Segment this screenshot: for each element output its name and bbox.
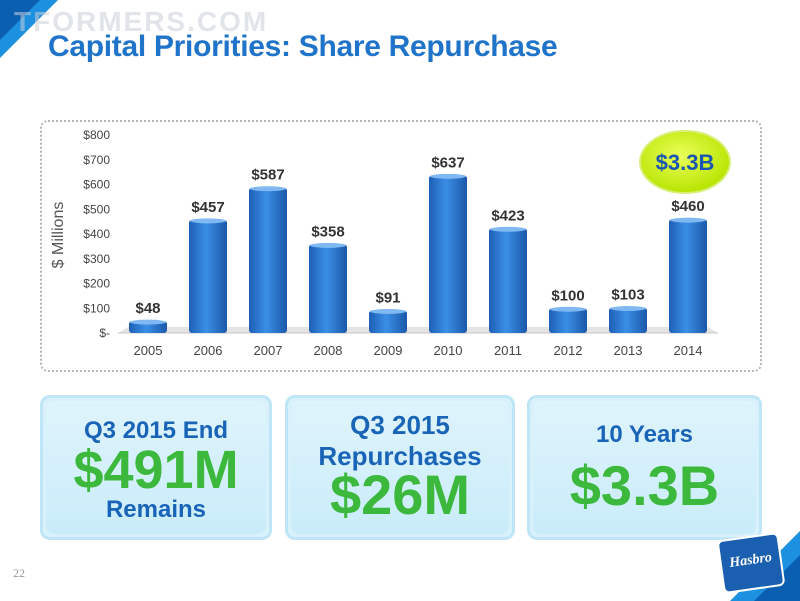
bar-group — [609, 306, 647, 333]
bar-top — [490, 226, 526, 232]
bar-value-label: $637 — [431, 154, 464, 171]
card-ten-years-value: $3.3B — [569, 454, 720, 517]
total-badge: $3.3B — [639, 130, 731, 194]
bar-value-label: $91 — [375, 289, 400, 306]
bar-top — [610, 306, 646, 312]
hasbro-logo-text: Hasbro — [728, 550, 773, 571]
bar-top — [190, 218, 226, 224]
y-tick-label: $100 — [83, 301, 110, 315]
y-tick-label: $800 — [83, 128, 110, 142]
x-tick-label: 2006 — [194, 343, 223, 358]
card-remaining-caption: Remains — [105, 496, 207, 523]
bar-top — [370, 308, 406, 314]
bar — [609, 307, 647, 333]
bar-chart: $- $100 $200 $300 $400 $500 $600 $700 $800 $ Mill… — [50, 128, 731, 358]
bar-top — [130, 319, 166, 325]
y-tick-label: $700 — [83, 153, 110, 167]
card-ten-years-heading: 10 Years — [596, 421, 693, 448]
bar — [249, 187, 287, 333]
card-q3-heading: Q3 2015 — [350, 410, 450, 440]
bar-value-label: $358 — [311, 223, 344, 240]
bar-value-label: $103 — [611, 287, 644, 304]
watermark: TFORMERS.COM — [14, 6, 269, 37]
card-ten-years: 10 Years $3.3B — [527, 395, 762, 540]
corner-decoration-top-inner — [0, 0, 40, 40]
y-tick-label: $500 — [83, 202, 110, 216]
x-tick-label: 2013 — [614, 343, 643, 358]
bar-group — [429, 173, 467, 333]
bar-group — [489, 226, 527, 333]
card-remaining-value: $491M — [73, 440, 239, 500]
y-tick-label: $300 — [83, 252, 110, 266]
y-tick-label: $- — [99, 326, 110, 340]
bar-group — [189, 218, 227, 333]
bar-group — [129, 319, 167, 333]
bar-top — [670, 217, 706, 223]
bar-top — [310, 242, 346, 248]
y-tick-label: $600 — [83, 178, 110, 192]
chart-frame — [40, 120, 762, 372]
bar-group — [309, 242, 347, 333]
bar — [309, 244, 347, 333]
x-tick-label: 2012 — [554, 343, 583, 358]
card-q3-caption: Repurchases — [318, 441, 482, 471]
bar-top — [250, 186, 286, 192]
x-tick-label: 2010 — [434, 343, 463, 358]
x-tick-label: 2009 — [374, 343, 403, 358]
card-q3-repurchases: Q3 2015 Repurchases $26M — [285, 395, 515, 540]
y-axis-label: $ Millions — [50, 202, 67, 269]
bar-value-label: $100 — [551, 287, 584, 304]
bar-group — [249, 186, 287, 333]
bar — [369, 310, 407, 333]
total-badge-label: $3.3B — [656, 150, 715, 175]
x-tick-label: 2007 — [254, 343, 283, 358]
y-tick-label: $400 — [83, 227, 110, 241]
x-tick-label: 2011 — [494, 343, 522, 358]
bar-group — [549, 306, 587, 333]
bar-value-label: $423 — [491, 207, 524, 224]
page-number: 22 — [13, 566, 25, 580]
bar-value-label: $457 — [191, 199, 224, 216]
y-tick-label: $200 — [83, 277, 110, 291]
page-title: Capital Priorities: Share Repurchase — [48, 30, 558, 63]
bar — [189, 219, 227, 333]
hasbro-logo: Hasbro — [718, 534, 784, 592]
x-tick-label: 2005 — [134, 343, 163, 358]
bar-group — [369, 308, 407, 333]
bar-value-label: $460 — [671, 198, 704, 215]
bar — [489, 228, 527, 333]
bar-group — [669, 217, 707, 333]
bar — [429, 175, 467, 333]
card-q3-value: $26M — [329, 463, 471, 526]
x-tick-label: 2014 — [674, 343, 703, 358]
bar-value-label: $48 — [135, 300, 160, 317]
bar — [669, 219, 707, 333]
card-remaining-heading: Q3 2015 End — [83, 417, 229, 444]
bar-top — [430, 173, 466, 179]
card-remaining: Q3 2015 End $491M Remains — [40, 395, 272, 540]
bar — [549, 308, 587, 333]
x-tick-label: 2008 — [314, 343, 343, 358]
bar-value-label: $587 — [251, 167, 284, 184]
bar-top — [550, 306, 586, 312]
